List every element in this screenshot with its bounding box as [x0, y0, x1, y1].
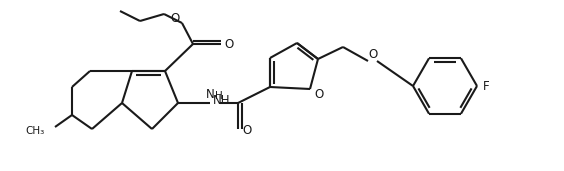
- Text: F: F: [483, 80, 490, 93]
- Text: O: O: [224, 37, 233, 50]
- Text: O: O: [314, 88, 324, 101]
- Text: O: O: [170, 12, 179, 25]
- Text: CH₃: CH₃: [26, 126, 45, 136]
- Text: H: H: [215, 91, 223, 101]
- Text: O: O: [243, 124, 252, 137]
- Text: NH: NH: [213, 95, 231, 108]
- Text: N: N: [206, 88, 214, 101]
- Text: O: O: [368, 48, 378, 61]
